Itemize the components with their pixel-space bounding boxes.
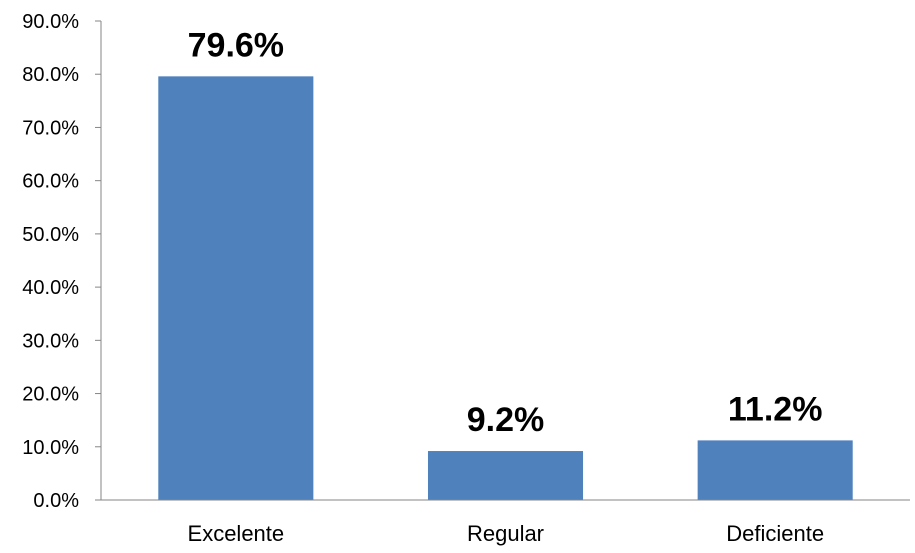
bar-deficiente <box>697 440 853 500</box>
data-label-deficiente: 11.2% <box>728 390 823 428</box>
y-tick-label: 60.0% <box>22 171 79 193</box>
y-axis-ticks: 0.0% 10.0% 20.0% 30.0% 40.0% 50.0% 60.0% 70.0% 8… <box>22 11 101 512</box>
y-tick-label: 30.0% <box>22 330 79 352</box>
y-tick-label: 50.0% <box>22 224 79 246</box>
y-tick-label: 90.0% <box>22 11 79 33</box>
data-labels: 79.6% 9.2% 11.2% <box>188 26 823 439</box>
x-category-label: Excelente <box>188 521 285 546</box>
bar-excelente <box>158 76 314 501</box>
x-category-label: Regular <box>467 521 544 546</box>
bars <box>158 76 853 501</box>
x-axis-categories: Excelente Regular Deficiente <box>188 521 825 546</box>
y-tick-label: 70.0% <box>22 117 79 139</box>
x-category-label: Deficiente <box>726 521 824 546</box>
data-label-excelente: 79.6% <box>188 26 284 64</box>
y-tick-label: 80.0% <box>22 64 79 86</box>
y-tick-label: 40.0% <box>22 277 79 299</box>
y-tick-label: 10.0% <box>22 437 79 459</box>
y-tick-label: 0.0% <box>33 490 79 512</box>
y-tick-label: 20.0% <box>22 384 79 406</box>
bar-regular <box>427 451 584 500</box>
data-label-regular: 9.2% <box>467 401 545 439</box>
